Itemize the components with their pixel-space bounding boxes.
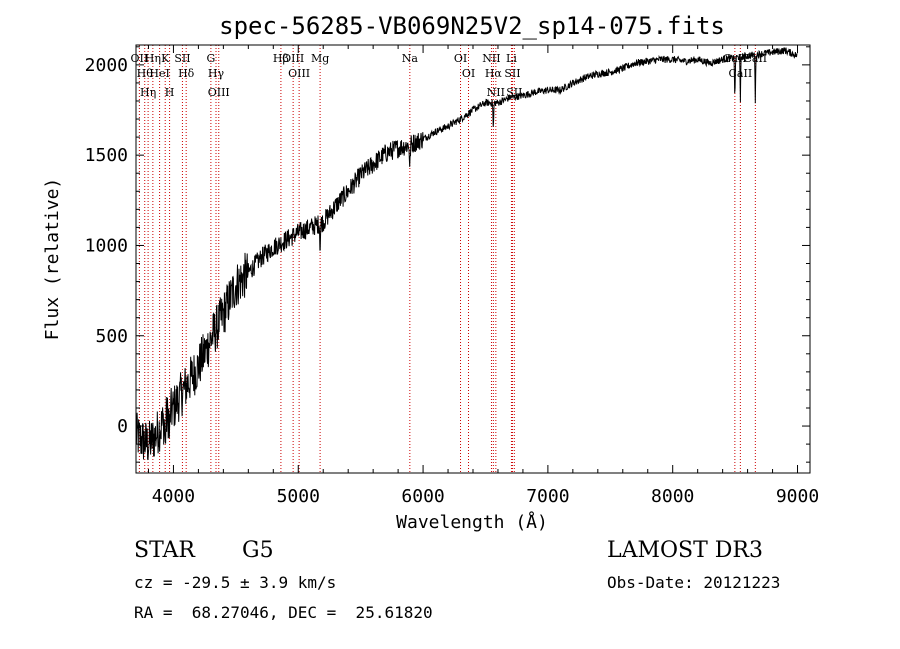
spectral-line-label-8: Hδ (178, 67, 195, 80)
x-tick-label-1: 5000 (277, 486, 320, 507)
spectral-line-label-19: NII (482, 52, 500, 65)
y-tick-label-0: 0 (117, 416, 128, 437)
spectral-line-label-5: K (161, 52, 170, 65)
spectral-line-label-21: NII (487, 86, 505, 99)
object-subclass: G5 (242, 538, 274, 563)
x-tick-label-2: 6000 (401, 486, 444, 507)
spectral-line-label-26: CaII (729, 67, 753, 80)
spectral-line-label-24: SII (506, 86, 522, 99)
coordinates: RA = 68.27046, DEC = 25.61820 (134, 603, 433, 622)
spectral-line-label-11: OIII (208, 86, 230, 99)
spectral-line-markers (138, 45, 756, 473)
x-tick-label-5: 9000 (776, 486, 819, 507)
spectral-line-label-3: Hη (145, 52, 161, 65)
x-tick-label-3: 7000 (526, 486, 569, 507)
plot-frame (135, 44, 811, 474)
spectrum-series (135, 47, 798, 461)
x-tick-label-4: 8000 (651, 486, 694, 507)
redshift-velocity: cz = -29.5 ± 3.9 km/s (134, 573, 337, 592)
spectral-line-label-27: CaII (743, 52, 767, 65)
spectral-line-label-6: H (165, 86, 175, 99)
spectral-line-label-2: Hη (140, 86, 156, 99)
spectral-line-label-9: G (206, 52, 215, 65)
y-axis-label: Flux (relative) (42, 178, 63, 341)
spectral-line-label-22: Li (506, 52, 517, 65)
x-axis-label: Wavelength (Å) (396, 511, 548, 533)
y-tick-label-1: 500 (95, 326, 128, 347)
spectrum-line (135, 47, 798, 461)
chart-title: spec-56285-VB069N25V2_sp14-075.fits (219, 12, 725, 40)
spectral-line-label-1: Hθ (137, 67, 154, 80)
spectral-line-label-13: OIII (282, 52, 304, 65)
object-class: STAR (134, 538, 195, 563)
spectral-line-label-14: OIII (288, 67, 310, 80)
spectral-line-label-17: OI (454, 52, 467, 65)
y-axis: 0 500 1000 1500 2000 (85, 46, 810, 463)
spectral-line-label-0: OII (131, 52, 149, 65)
survey-name: LAMOST DR3 (607, 538, 763, 563)
y-tick-label-2: 1000 (85, 235, 128, 256)
x-tick-label-0: 4000 (152, 486, 195, 507)
x-axis: 4000 5000 6000 7000 8000 9000 (147, 45, 819, 507)
y-tick-label-4: 2000 (85, 55, 128, 76)
observation-date: Obs-Date: 20121223 (607, 573, 781, 592)
spectral-line-label-10: Hγ (208, 67, 225, 80)
spectral-line-label-25: CaII (723, 52, 747, 65)
spectral-line-label-18: OI (462, 67, 475, 80)
spectral-line-label-15: Mg (311, 52, 329, 65)
spectral-line-label-4: HeI (149, 67, 169, 80)
spectral-line-label-16: Na (402, 52, 419, 65)
spectral-line-label-23: SII (504, 67, 520, 80)
spectral-line-label-12: Hβ (273, 52, 289, 65)
y-tick-label-3: 1500 (85, 145, 128, 166)
spectral-line-label-20: Hα (485, 67, 503, 80)
spectral-line-label-7: SII (174, 52, 190, 65)
